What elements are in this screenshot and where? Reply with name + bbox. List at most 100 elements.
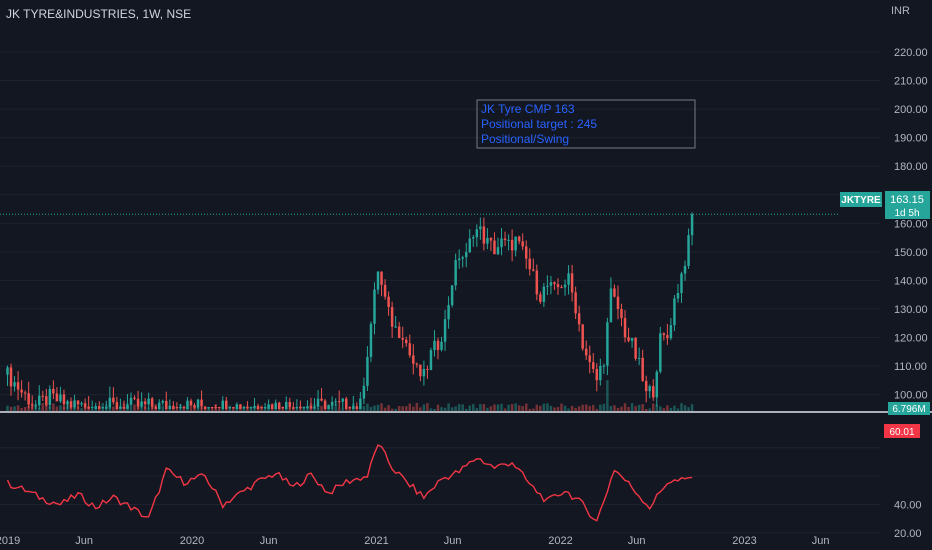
candle-body [299, 407, 302, 408]
candle-body [369, 323, 373, 357]
rsi-badge: 60.01 [884, 424, 920, 438]
rsi-axis[interactable]: 40.00 20.00 [894, 500, 922, 540]
candle-body [285, 401, 288, 409]
candle-body [327, 405, 330, 409]
candle-body [179, 407, 182, 408]
candle-body [397, 326, 401, 339]
candle-body [584, 348, 588, 356]
candles [6, 212, 694, 409]
volume-bar [521, 406, 524, 411]
volume-bar [592, 404, 595, 411]
svg-text:1d 5h: 1d 5h [894, 208, 919, 219]
candle-body [140, 401, 143, 407]
price-tick-label: 180.00 [894, 161, 928, 173]
candle-body [475, 229, 479, 238]
volume-bar [422, 404, 426, 411]
volume-bar [606, 380, 609, 411]
volume-bar [94, 408, 97, 411]
candle-body [405, 339, 408, 344]
volume-bar [366, 403, 369, 411]
candle-body [214, 407, 217, 408]
candle-body [648, 386, 651, 392]
rsi-tick-label: 40.00 [894, 500, 922, 512]
volume-bar [584, 404, 588, 411]
volume-bar [83, 407, 87, 411]
candle-body [157, 402, 161, 409]
volume-bar [486, 407, 489, 411]
candle-body [553, 282, 556, 285]
volume-bar [542, 403, 546, 411]
candle-body [200, 399, 203, 407]
candle-body [666, 335, 669, 339]
volume-bar [9, 406, 13, 411]
volume-bar [482, 404, 486, 411]
volume-bar [369, 406, 373, 411]
candle-body [203, 406, 207, 409]
candle-body [94, 406, 97, 409]
candle-body [563, 284, 567, 288]
candle-body [263, 407, 267, 408]
svg-text:60.01: 60.01 [889, 427, 914, 438]
candle-body [13, 382, 16, 387]
price-tick-label: 190.00 [894, 133, 928, 145]
candle-body [316, 398, 320, 407]
volume-bar [225, 408, 228, 411]
volume-bar [475, 408, 479, 411]
volume-bar [359, 408, 362, 411]
candle-body [274, 402, 277, 409]
candle-body [119, 407, 122, 409]
candle-body [196, 399, 200, 408]
time-tick-label: Jun [628, 535, 646, 547]
time-tick-label: Jun [75, 535, 93, 547]
candle-body [627, 337, 630, 341]
volume-bar [207, 407, 210, 411]
candle-body [517, 236, 521, 242]
candle-body [242, 407, 246, 409]
volume-bar [507, 404, 510, 411]
time-tick-label: 2019 [0, 535, 20, 547]
volume-bar [405, 406, 408, 411]
candle-body [69, 401, 73, 408]
volume-bar [560, 403, 563, 411]
candle-body [419, 364, 422, 377]
volume-bar [457, 404, 461, 411]
price-tick-label: 220.00 [894, 47, 928, 59]
candle-body [387, 296, 390, 308]
annotation-box[interactable]: JK Tyre CMP 163 Positional target : 245 … [476, 99, 696, 149]
candle-body [542, 286, 546, 302]
candle-body [426, 368, 429, 371]
volume-bar [165, 408, 168, 411]
volume-bar [221, 408, 224, 411]
volume-bar [443, 407, 447, 411]
volume-bar [112, 406, 115, 411]
candle-body [472, 237, 475, 239]
candle-body [41, 395, 45, 397]
candle-body [260, 407, 263, 408]
volume-bar [616, 407, 620, 411]
volume-bar [567, 408, 570, 411]
candle-body [662, 333, 666, 336]
volume-bar [6, 405, 9, 411]
chart-title: JK TYRE&INDUSTRIES, 1W, NSE [6, 7, 192, 21]
volume-bar [546, 403, 549, 411]
candle-body [281, 407, 284, 408]
volume-bar [415, 403, 419, 411]
candle-body [239, 404, 242, 409]
candle-body [112, 397, 115, 403]
volume-bar [524, 403, 528, 411]
volume-bar [23, 407, 27, 411]
price-axis[interactable]: 220.00210.00200.00190.00180.00170.00160.… [894, 47, 928, 402]
candle-body [380, 271, 383, 285]
time-axis[interactable]: 2019 Jun 2020 Jun 2021 Jun 2022 Jun 2023 Jun [0, 535, 829, 547]
candle-body [510, 239, 514, 251]
candle-body [225, 400, 228, 409]
candle-body [609, 288, 613, 323]
volume-bar [373, 405, 376, 411]
candle-body [500, 238, 503, 248]
volume-bar [263, 408, 267, 411]
volume-bar [288, 407, 292, 411]
candle-body [549, 282, 553, 286]
time-tick-label: 2022 [548, 535, 572, 547]
candle-body [450, 285, 454, 306]
